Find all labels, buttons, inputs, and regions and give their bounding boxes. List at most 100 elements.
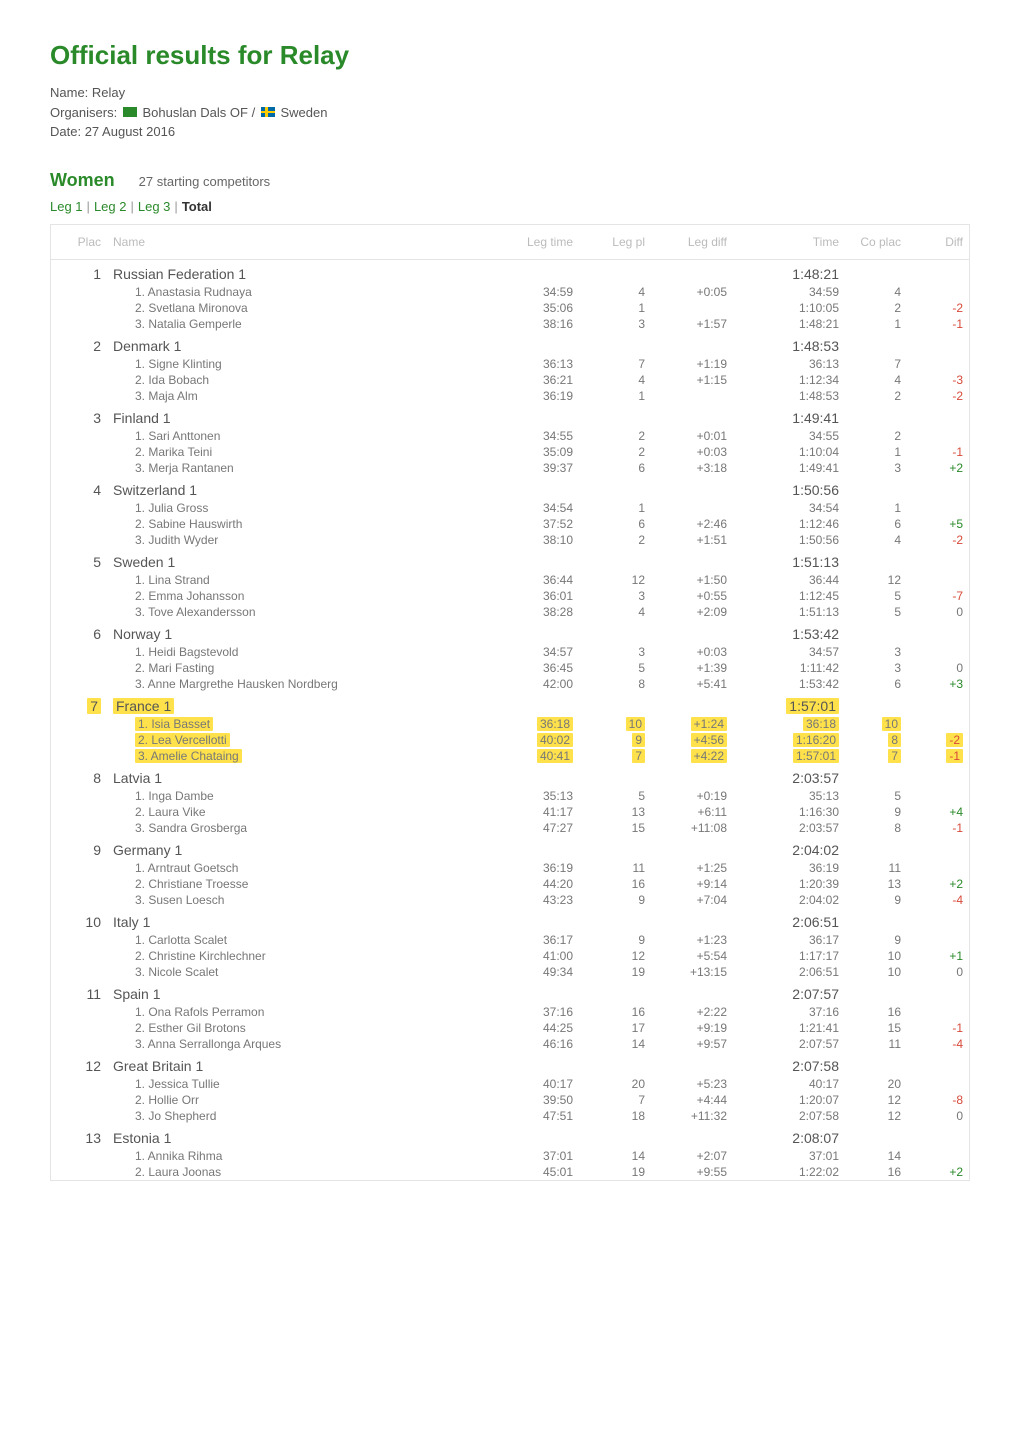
team-empty	[487, 980, 579, 1004]
runner-time: 1:20:39	[733, 876, 845, 892]
runner-coplac: 10	[845, 948, 907, 964]
runner-legpl: 3	[579, 644, 651, 660]
legs-tab[interactable]: Leg 1	[50, 199, 83, 214]
runner-time: 37:16	[733, 1004, 845, 1020]
runner-legtime: 43:23	[487, 892, 579, 908]
runner-legdiff: +0:19	[651, 788, 733, 804]
meta-organisers-label: Organisers:	[50, 105, 117, 120]
team-place: 10	[51, 908, 108, 932]
runner-coplac: 5	[845, 588, 907, 604]
team-empty	[651, 692, 733, 716]
runner-diff: -2	[907, 388, 970, 404]
team-name: Great Britain 1	[107, 1052, 487, 1076]
runner-legtime: 34:55	[487, 428, 579, 444]
legs-nav: Leg 1|Leg 2|Leg 3|Total	[50, 199, 970, 214]
runner-coplac: 6	[845, 516, 907, 532]
runner-row: 1. Julia Gross34:54134:541	[51, 500, 970, 516]
meta-block: Name: Relay Organisers: Bohuslan Dals OF…	[50, 83, 970, 142]
team-empty	[579, 1124, 651, 1148]
team-time: 1:49:41	[733, 404, 845, 428]
team-empty	[907, 692, 970, 716]
team-empty	[579, 764, 651, 788]
runner-row: 3. Natalia Gemperle38:163+1:571:48:211-1	[51, 316, 970, 332]
team-time: 2:04:02	[733, 836, 845, 860]
runner-legdiff: +9:55	[651, 1164, 733, 1181]
team-name: Russian Federation 1	[107, 259, 487, 284]
runner-name: 2. Christiane Troesse	[107, 876, 487, 892]
team-name: Sweden 1	[107, 548, 487, 572]
runner-diff	[907, 644, 970, 660]
runner-row: 2. Lea Vercellotti40:029+4:561:16:208-2	[51, 732, 970, 748]
runner-diff: +5	[907, 516, 970, 532]
runner-time: 1:22:02	[733, 1164, 845, 1181]
runner-legtime: 47:51	[487, 1108, 579, 1124]
runner-legdiff: +9:14	[651, 876, 733, 892]
runner-diff	[907, 1148, 970, 1164]
team-empty	[651, 332, 733, 356]
team-empty	[651, 1052, 733, 1076]
runner-name: 1. Signe Klinting	[107, 356, 487, 372]
runner-coplac: 10	[845, 716, 907, 732]
runner-row: 1. Heidi Bagstevold34:573+0:0334:573	[51, 644, 970, 660]
runner-diff: -8	[907, 1092, 970, 1108]
runner-coplac: 3	[845, 644, 907, 660]
runner-name: 1. Carlotta Scalet	[107, 932, 487, 948]
team-empty	[487, 836, 579, 860]
runner-legdiff: +11:08	[651, 820, 733, 836]
runner-empty	[51, 316, 108, 332]
team-name: Denmark 1	[107, 332, 487, 356]
team-empty	[845, 404, 907, 428]
team-empty	[579, 908, 651, 932]
runner-name: 1. Isia Basset	[107, 716, 487, 732]
team-empty	[907, 836, 970, 860]
results-table: Plac Name Leg time Leg pl Leg diff Time …	[50, 224, 970, 1181]
runner-legtime: 37:52	[487, 516, 579, 532]
legs-tab[interactable]: Leg 3	[138, 199, 171, 214]
runner-legdiff: +13:15	[651, 964, 733, 980]
runner-diff: -4	[907, 892, 970, 908]
runner-coplac: 12	[845, 572, 907, 588]
runner-empty	[51, 892, 108, 908]
runner-legtime: 42:00	[487, 676, 579, 692]
runner-empty	[51, 1148, 108, 1164]
team-time: 2:07:57	[733, 980, 845, 1004]
runner-coplac: 6	[845, 676, 907, 692]
runner-empty	[51, 1036, 108, 1052]
team-empty	[651, 1124, 733, 1148]
runner-diff: +3	[907, 676, 970, 692]
legs-tab[interactable]: Leg 2	[94, 199, 127, 214]
runner-legdiff: +9:57	[651, 1036, 733, 1052]
runner-legdiff: +4:22	[651, 748, 733, 764]
team-empty	[651, 980, 733, 1004]
team-empty	[907, 620, 970, 644]
team-empty	[651, 836, 733, 860]
runner-row: 3. Anne Margrethe Hausken Nordberg42:008…	[51, 676, 970, 692]
runner-diff: 0	[907, 1108, 970, 1124]
runner-legdiff: +9:19	[651, 1020, 733, 1036]
team-time: 2:06:51	[733, 908, 845, 932]
team-place: 6	[51, 620, 108, 644]
runner-legdiff: +3:18	[651, 460, 733, 476]
runner-diff: -7	[907, 588, 970, 604]
meta-date-value: 27 August 2016	[85, 124, 175, 139]
runner-legpl: 1	[579, 300, 651, 316]
runner-time: 34:59	[733, 284, 845, 300]
runner-legtime: 38:28	[487, 604, 579, 620]
runner-legpl: 14	[579, 1036, 651, 1052]
runner-time: 1:11:42	[733, 660, 845, 676]
runner-legtime: 40:17	[487, 1076, 579, 1092]
runner-legpl: 5	[579, 788, 651, 804]
runner-legpl: 4	[579, 372, 651, 388]
runner-legpl: 5	[579, 660, 651, 676]
runner-legpl: 7	[579, 1092, 651, 1108]
runner-legdiff: +0:01	[651, 428, 733, 444]
runner-time: 2:07:57	[733, 1036, 845, 1052]
team-empty	[907, 476, 970, 500]
runner-legpl: 1	[579, 388, 651, 404]
runner-name: 2. Marika Teini	[107, 444, 487, 460]
team-empty	[579, 836, 651, 860]
page-title: Official results for Relay	[50, 40, 970, 71]
runner-legtime: 36:19	[487, 860, 579, 876]
runner-diff: +4	[907, 804, 970, 820]
runner-legdiff: +0:03	[651, 444, 733, 460]
